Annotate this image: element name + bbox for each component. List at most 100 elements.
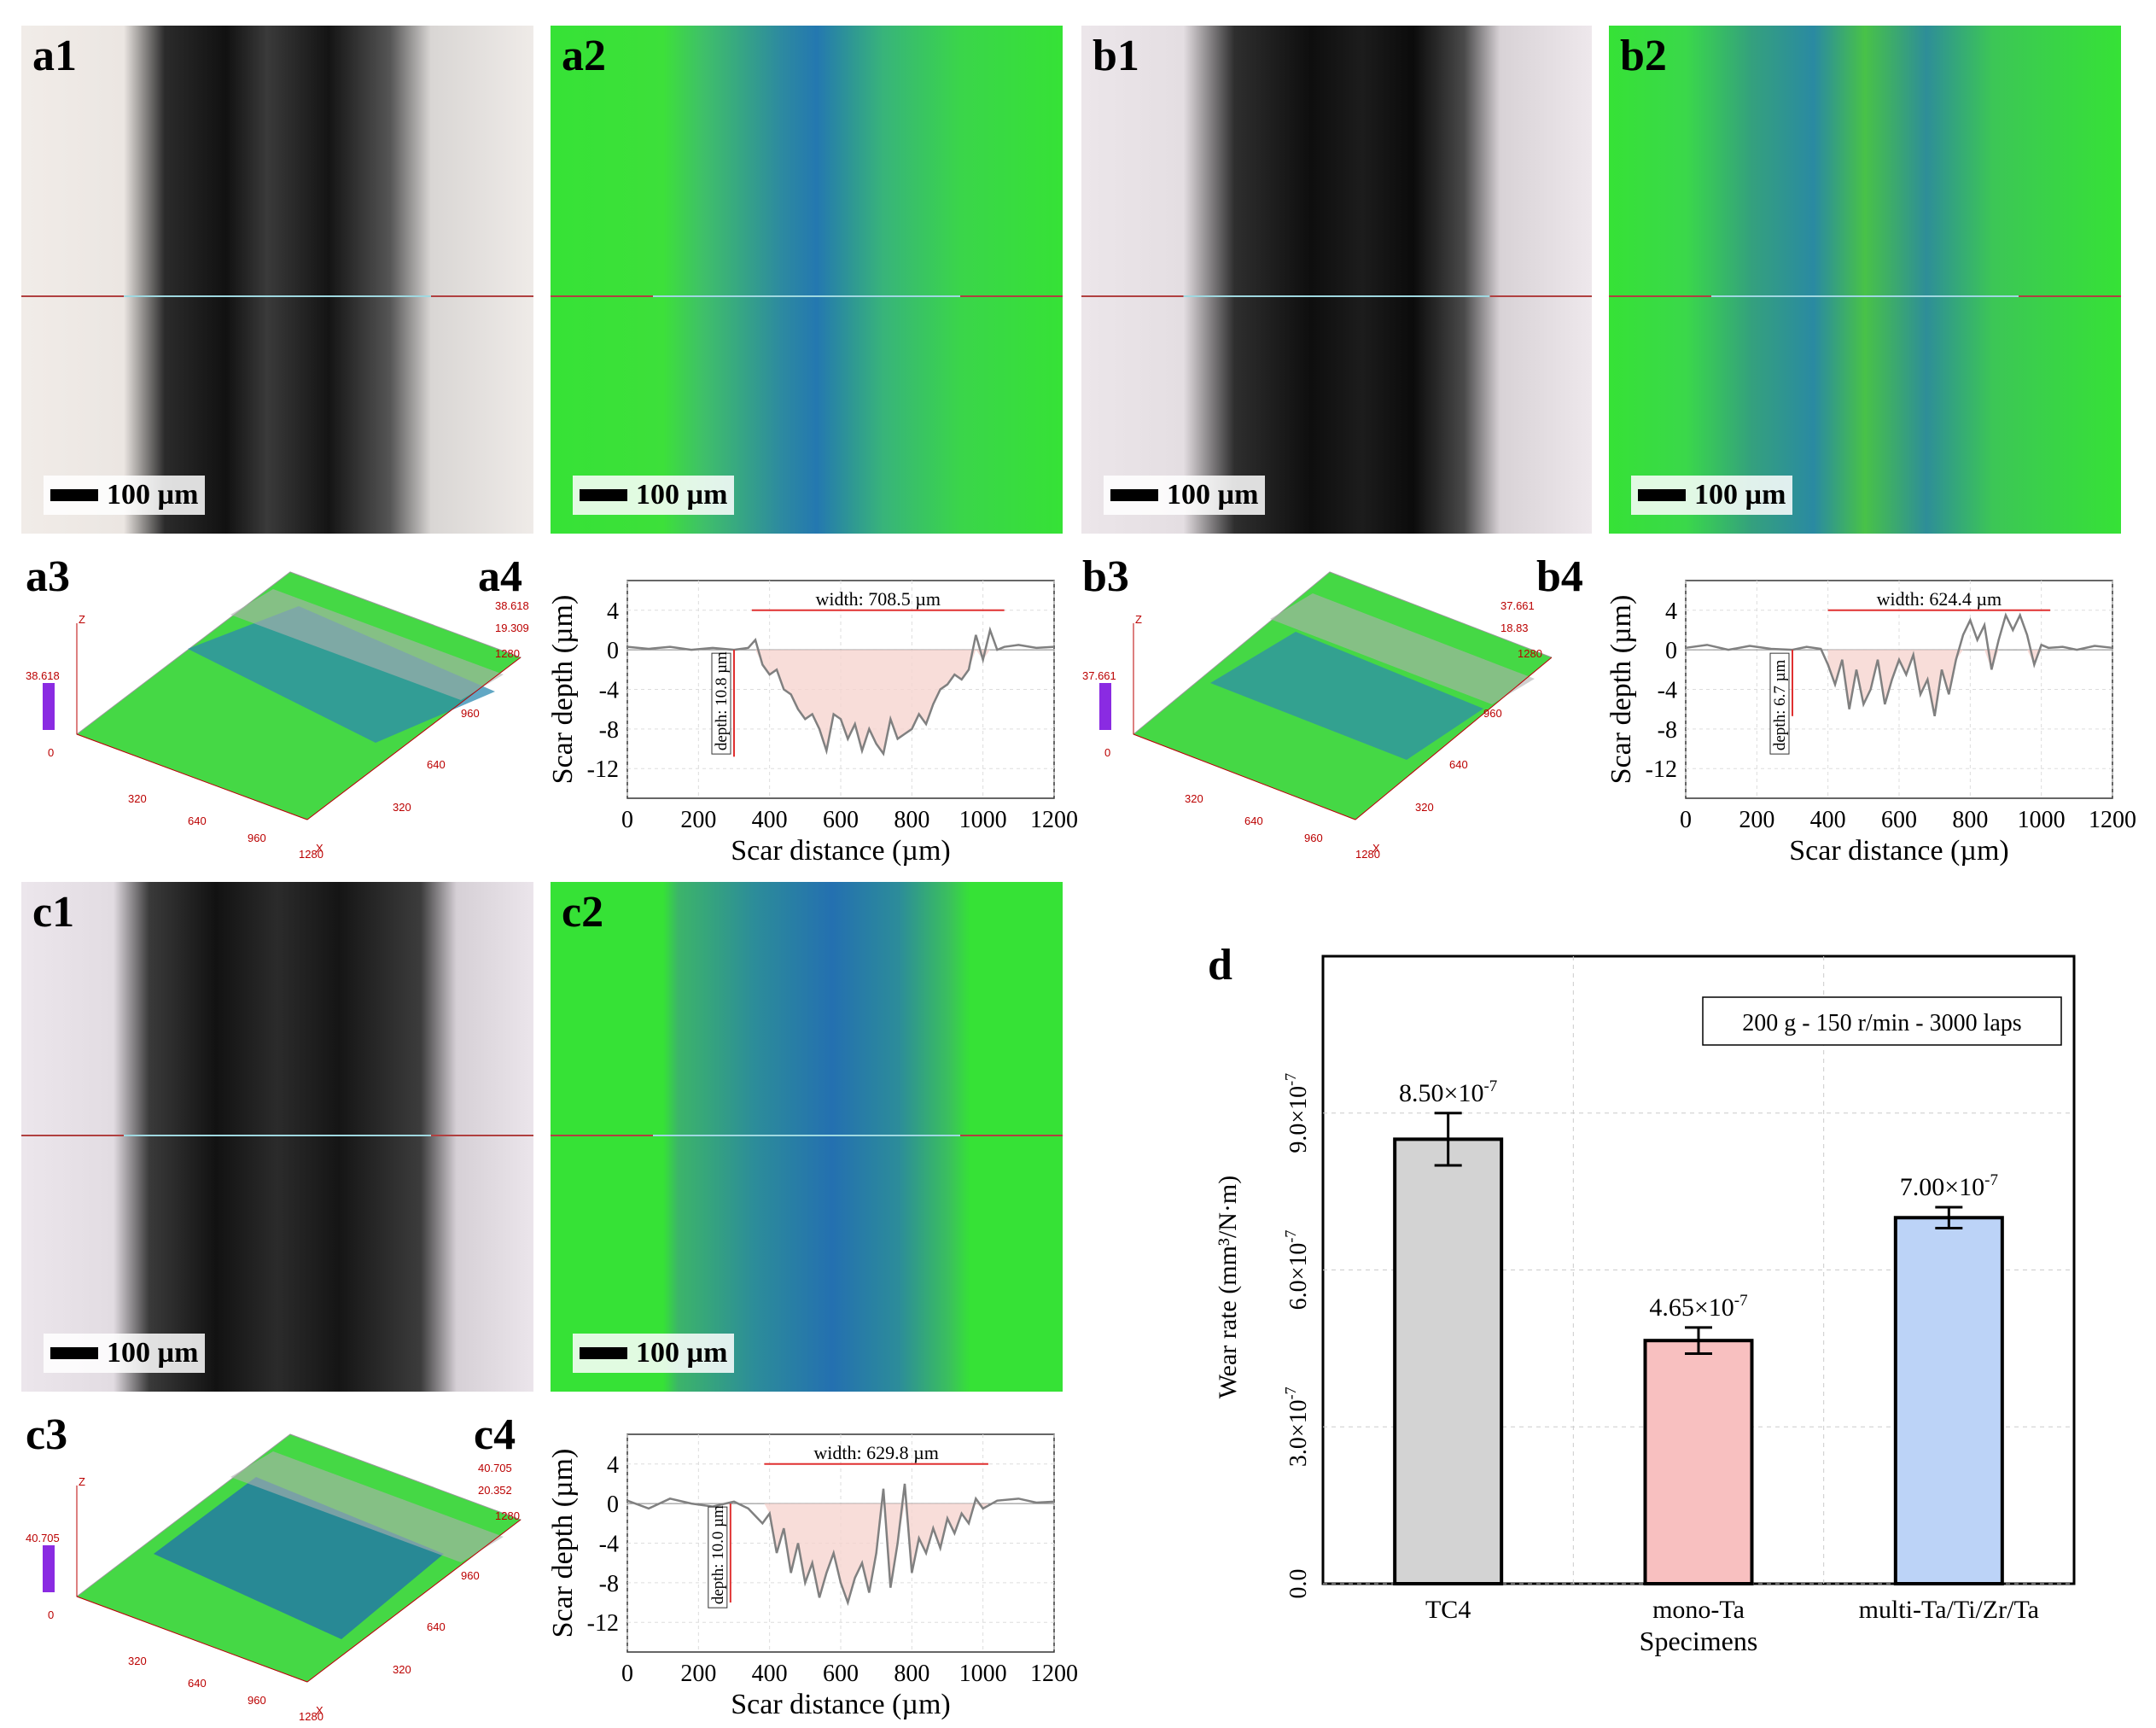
data-label: 4.65×10-7 [1649, 1292, 1747, 1322]
surface-plot-a3: Z 38.618 0 38.618 19.309 320 640 960 128… [26, 571, 529, 861]
svg-text:960: 960 [461, 1569, 480, 1582]
svg-text:320: 320 [128, 1655, 147, 1667]
x-tick-label: 1200 [1030, 807, 1078, 833]
panel-label-b1: b1 [1093, 32, 1139, 80]
y-tick-label: 6.0×10-7 [1282, 1230, 1312, 1311]
svg-text:320: 320 [1185, 792, 1203, 805]
depth-annotation: depth: 6.7 µm [1771, 659, 1789, 750]
svg-text:1280: 1280 [1355, 848, 1380, 861]
svg-text:640: 640 [427, 1620, 446, 1633]
svg-text:320: 320 [393, 1663, 411, 1676]
y-axis-title: Scar depth (µm) [1605, 595, 1637, 785]
y-tick-label: -12 [587, 756, 619, 783]
y-tick-label: 4 [607, 598, 619, 625]
scale-bar: 100 µm [573, 1334, 735, 1373]
bar-2 [1893, 1216, 2004, 1585]
y-axis-title: Scar depth (µm) [547, 1449, 579, 1638]
height-map-c2: 100 µm [551, 882, 1063, 1392]
scale-bar: 100 µm [44, 1334, 206, 1373]
y-tick-label: 0 [1665, 638, 1677, 664]
x-tick-label: 600 [823, 1661, 859, 1687]
scar-area [751, 650, 1005, 754]
profile-chart-a4: width: 708.5 µm depth: 10.8 µm 0 200 400 600 8… [547, 580, 1078, 867]
surface-plot-c3: Z 40.705 0 40.705 20.352 320 640 960 128… [26, 1433, 522, 1723]
bar-1 [1643, 1339, 1754, 1585]
profile-line [626, 1483, 1055, 1607]
svg-text:18.83: 18.83 [1500, 622, 1529, 634]
depth-annotation: depth: 10.0 µm [709, 1505, 727, 1604]
x-tick-label: mono-Ta [1652, 1596, 1745, 1624]
depth-annotation: depth: 10.8 µm [713, 651, 731, 750]
y-tick-label: 4 [607, 1452, 619, 1479]
y-tick-label: 3.0×10-7 [1282, 1386, 1312, 1467]
x-tick-label: 0 [1680, 807, 1692, 833]
scale-bar: 100 µm [573, 476, 735, 515]
data-label: 7.00×10-7 [1900, 1171, 1998, 1201]
y-axis-title: Wear rate (mm³/N·m) [1214, 1176, 1242, 1398]
x-tick-label: 0 [621, 1661, 633, 1687]
svg-text:40.705: 40.705 [478, 1462, 512, 1474]
svg-text:0: 0 [1104, 746, 1110, 759]
x-tick-label: 1200 [1030, 1661, 1078, 1687]
color-legend [43, 683, 55, 730]
panel-label-c4: c4 [474, 1410, 516, 1459]
surface-plot-b3: Z 37.661 0 37.661 18.83 320 640 960 1280… [1082, 571, 1552, 861]
svg-text:1280: 1280 [299, 1710, 323, 1723]
svg-text:40.705: 40.705 [26, 1532, 60, 1544]
panel-label-c1: c1 [32, 888, 75, 937]
svg-text:960: 960 [248, 1694, 266, 1707]
width-annotation: width: 629.8 µm [813, 1442, 939, 1463]
micrograph-c1: 100 µm [21, 882, 533, 1392]
profile-line [626, 626, 1055, 756]
svg-text:38.618: 38.618 [495, 599, 529, 612]
svg-text:37.661: 37.661 [1082, 669, 1116, 682]
x-tick-label: 1200 [2089, 807, 2136, 833]
color-legend [43, 1545, 55, 1592]
svg-text:320: 320 [1415, 801, 1434, 814]
panel-label-c3: c3 [26, 1410, 68, 1459]
svg-text:Z: Z [79, 613, 85, 626]
svg-text:640: 640 [188, 1677, 207, 1690]
micrograph-b1: 100 µm [1081, 26, 1592, 534]
y-tick-label: 0 [607, 1492, 619, 1518]
y-tick-label: -12 [587, 1610, 619, 1637]
profile-chart-b4: width: 624.4 µm depth: 6.7 µm 0 200 400 600 80… [1605, 580, 2136, 867]
svg-text:1280: 1280 [299, 848, 323, 861]
x-tick-label: 1000 [959, 807, 1007, 833]
y-tick-label: -4 [599, 1532, 619, 1558]
svg-text:0: 0 [48, 1608, 54, 1621]
x-axis-title: Scar distance (µm) [731, 1689, 951, 1720]
y-tick-label: 0.0 [1285, 1569, 1312, 1599]
depth-label-box [708, 1506, 728, 1608]
panel-label-a1: a1 [32, 32, 77, 80]
x-tick-label: 800 [1952, 807, 1988, 833]
svg-text:960: 960 [461, 707, 480, 720]
svg-text:960: 960 [1483, 707, 1502, 720]
panel-label-a3: a3 [26, 552, 70, 601]
depth-label-box [1769, 652, 1790, 755]
y-axis-title: Scar depth (µm) [547, 595, 579, 785]
panel-label-d: d [1208, 941, 1232, 990]
panel-label-c2: c2 [562, 888, 604, 937]
svg-text:640: 640 [427, 758, 446, 771]
scale-bar: 100 µm [1104, 476, 1266, 515]
svg-text:640: 640 [1244, 814, 1263, 827]
svg-text:1280: 1280 [495, 647, 520, 660]
x-tick-label: 200 [1739, 807, 1774, 833]
chart-title: 200 g - 150 r/min - 3000 laps [1742, 1010, 2021, 1036]
svg-text:X: X [1372, 842, 1380, 855]
svg-text:1280: 1280 [495, 1509, 520, 1522]
x-tick-label: 600 [823, 807, 859, 833]
panel-label-b3: b3 [1082, 552, 1129, 601]
depth-label-box [711, 652, 731, 755]
x-axis-title: Scar distance (µm) [1789, 835, 2009, 867]
micrograph-a1: 100 µm [21, 26, 533, 534]
y-tick-label: 9.0×10-7 [1282, 1073, 1312, 1153]
scale-bar: 100 µm [44, 476, 206, 515]
x-axis-title: Scar distance (µm) [731, 835, 951, 867]
svg-text:320: 320 [128, 792, 147, 805]
x-tick-label: 200 [680, 807, 716, 833]
x-tick-label: 400 [752, 1661, 788, 1687]
bar-0 [1393, 1137, 1504, 1585]
y-tick-label: -4 [599, 678, 619, 704]
